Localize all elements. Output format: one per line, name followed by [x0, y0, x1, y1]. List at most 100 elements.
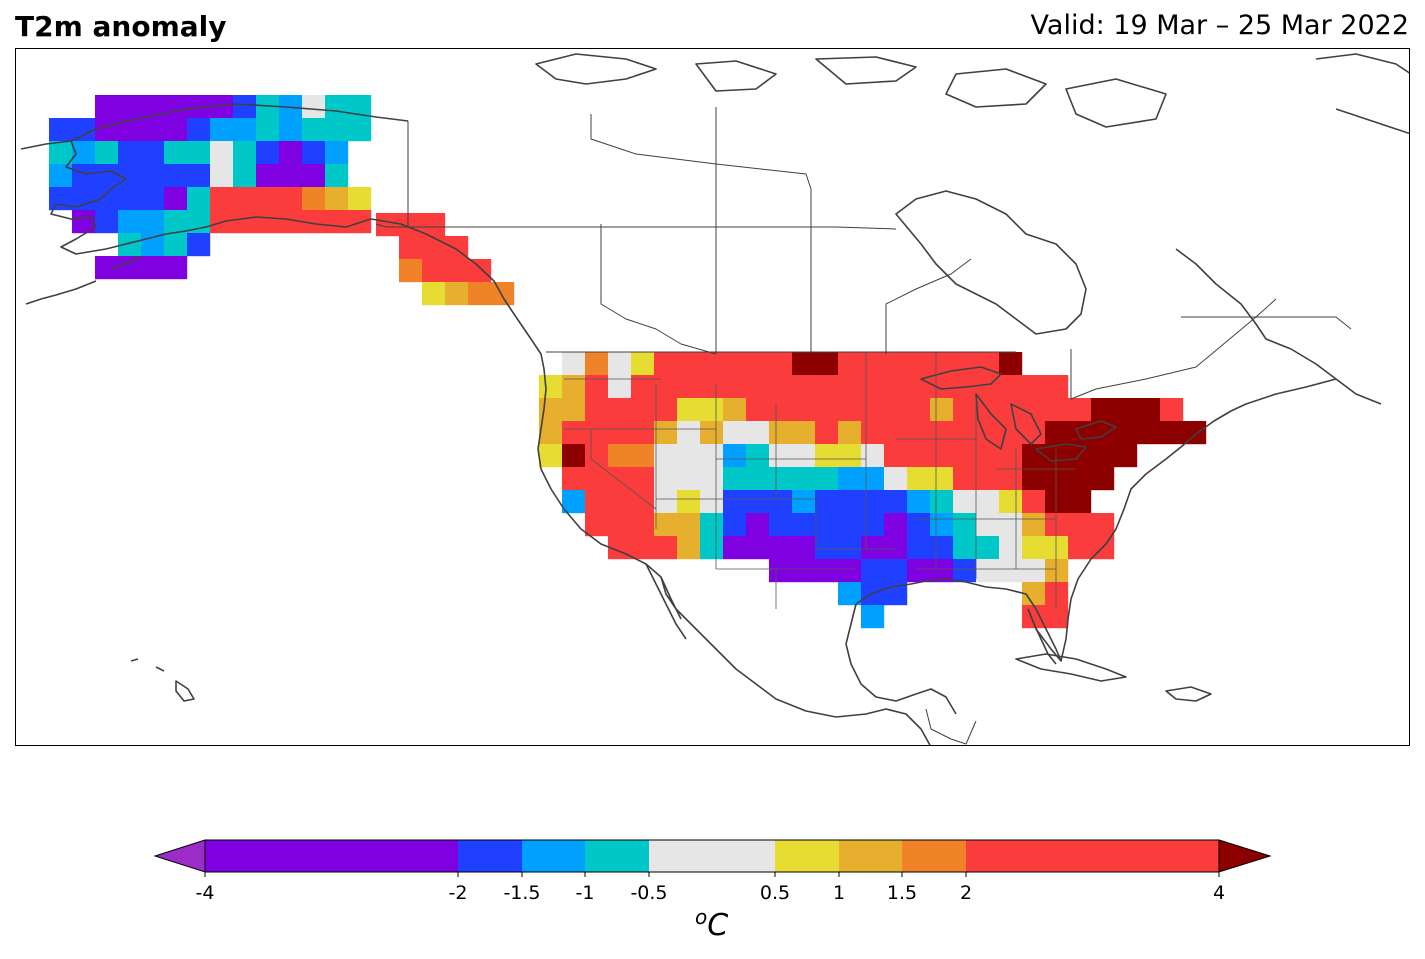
us-anomaly-cell	[746, 490, 770, 514]
us-anomaly-cell	[746, 444, 770, 468]
us-anomaly-cell	[562, 467, 586, 491]
us-anomaly-cell	[631, 352, 655, 376]
alaska-anomaly-cell	[95, 95, 119, 119]
us-anomaly-cell	[769, 421, 793, 445]
us-anomaly-cell	[1068, 490, 1092, 514]
us-anomaly-cell	[677, 398, 701, 422]
us-anomaly-cell	[1091, 467, 1115, 491]
us-anomaly-cell	[861, 352, 885, 376]
alaska-anomaly-cell	[210, 187, 234, 211]
us-anomaly-cell	[792, 536, 816, 560]
alaska-anomaly-cell	[325, 95, 349, 119]
us-anomaly-cell	[723, 490, 747, 514]
us-anomaly-cell	[861, 559, 885, 583]
us-anomaly-cell	[608, 513, 632, 537]
alaska-anomaly-cell	[72, 187, 96, 211]
hawaii	[130, 658, 195, 702]
alaska-anomaly-cell	[302, 164, 326, 188]
alaska-anomaly-cell	[118, 164, 142, 188]
us-anomaly-cell	[1022, 536, 1046, 560]
us-anomaly-cell	[953, 513, 977, 537]
alaska-anomaly-cell	[348, 210, 372, 234]
alaska-anomaly-cell	[233, 141, 257, 165]
alaska-anomaly-cell	[187, 141, 211, 165]
us-anomaly-cell	[884, 398, 908, 422]
us-anomaly-cell	[585, 513, 609, 537]
us-anomaly-cell	[953, 467, 977, 491]
us-anomaly-cell	[654, 536, 678, 560]
alaska-anomaly-cell	[187, 164, 211, 188]
alaska-anomaly-cell	[325, 210, 349, 234]
alaska-anomaly-cell	[118, 118, 142, 142]
us-anomaly-cell	[654, 421, 678, 445]
us-anomaly-cell	[1045, 421, 1069, 445]
alaska-anomaly-cell	[210, 141, 234, 165]
map-canvas	[20, 53, 1409, 745]
us-anomaly-cell	[838, 398, 862, 422]
us-anomaly-cell	[861, 398, 885, 422]
alaska-anomaly-cell	[164, 118, 188, 142]
alaska-anomaly-cell	[95, 118, 119, 142]
alaska-anomaly-cell	[95, 256, 119, 280]
alaska-anomaly-cell	[95, 187, 119, 211]
us-anomaly-cell	[792, 513, 816, 537]
us-anomaly-cell	[999, 375, 1023, 399]
alaska-anomaly-cell	[325, 141, 349, 165]
us-anomaly-cell	[884, 467, 908, 491]
alaska-anomaly-cell	[187, 187, 211, 211]
alaska-anomaly-cell	[141, 187, 165, 211]
us-anomaly-cell	[930, 421, 954, 445]
us-anomaly-cell	[861, 513, 885, 537]
us-anomaly-cell	[838, 444, 862, 468]
us-anomaly-cell	[631, 467, 655, 491]
alaska-anomaly-cell	[279, 118, 303, 142]
alaska-anomaly-cell	[302, 141, 326, 165]
us-anomaly-cell	[976, 559, 1000, 583]
alaska-anomaly-cell	[210, 164, 234, 188]
us-anomaly-cell	[907, 352, 931, 376]
alaska-anomaly-cell	[348, 118, 372, 142]
us-anomaly-cell	[838, 536, 862, 560]
us-anomaly-cell	[884, 536, 908, 560]
alaska-anomaly-cell	[233, 187, 257, 211]
us-anomaly-cell	[999, 490, 1023, 514]
us-anomaly-cell	[1160, 421, 1184, 445]
us-anomaly-cell	[700, 490, 724, 514]
alaska-anomaly-cell	[187, 118, 211, 142]
us-anomaly-cell	[654, 513, 678, 537]
us-anomaly-cell	[677, 375, 701, 399]
hispaniola	[1165, 686, 1212, 702]
coast-anomaly-cell	[422, 282, 446, 306]
us-anomaly-cell	[976, 490, 1000, 514]
us-anomaly-cell	[838, 352, 862, 376]
us-anomaly-cell	[907, 536, 931, 560]
colorbar-tick-label: -4	[196, 882, 215, 904]
us-anomaly-cell	[1114, 421, 1138, 445]
us-anomaly-cell	[999, 398, 1023, 422]
east-coast	[1060, 378, 1337, 662]
us-anomaly-cell	[907, 444, 931, 468]
us-anomaly-cell	[1045, 490, 1069, 514]
us-anomaly-cell	[999, 467, 1023, 491]
alaska-coast	[20, 140, 517, 318]
aleutian-islands	[25, 256, 142, 305]
colorbar-extend-min	[153, 839, 206, 873]
us-anomaly-cell	[746, 352, 770, 376]
us-anomaly-cell	[723, 536, 747, 560]
coast-anomaly-cell	[468, 282, 492, 306]
us-anomaly-cell	[815, 352, 839, 376]
us-anomaly-cell	[746, 421, 770, 445]
alaska-anomaly-cell	[141, 233, 165, 257]
us-anomaly-cell	[677, 513, 701, 537]
us-anomaly-cell	[631, 444, 655, 468]
us-anomaly-cell	[1114, 398, 1138, 422]
us-anomaly-cell	[792, 421, 816, 445]
colorbar-segment	[585, 840, 649, 872]
alaska-anomaly-cell	[72, 141, 96, 165]
colorbar-tick-label: 2	[960, 882, 972, 904]
us-anomaly-cell	[907, 490, 931, 514]
us-anomaly-cell	[723, 352, 747, 376]
us-anomaly-cell	[562, 352, 586, 376]
us-anomaly-cell	[562, 490, 586, 514]
us-anomaly-cell	[1068, 467, 1092, 491]
